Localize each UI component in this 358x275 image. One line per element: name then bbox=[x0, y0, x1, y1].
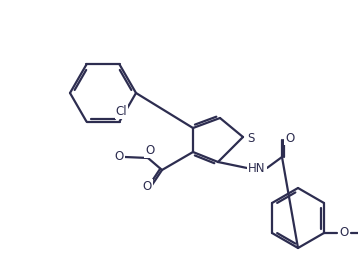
Text: O: O bbox=[145, 144, 155, 158]
Text: O: O bbox=[339, 227, 349, 240]
Text: HN: HN bbox=[248, 161, 266, 175]
Text: O: O bbox=[142, 180, 152, 192]
Text: S: S bbox=[247, 131, 255, 144]
Text: O: O bbox=[114, 150, 124, 164]
Text: O: O bbox=[285, 131, 295, 144]
Text: Cl: Cl bbox=[116, 105, 127, 118]
